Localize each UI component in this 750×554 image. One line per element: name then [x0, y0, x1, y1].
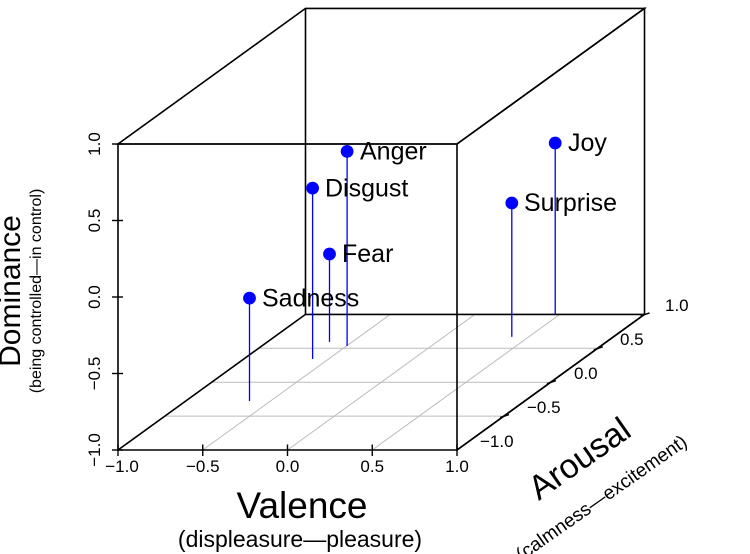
svg-text:Disgust: Disgust — [325, 175, 408, 203]
svg-text:−0.5: −0.5 — [527, 398, 561, 417]
svg-text:1.0: 1.0 — [665, 296, 689, 315]
svg-text:−1.0: −1.0 — [480, 432, 514, 451]
svg-text:Anger: Anger — [360, 138, 427, 166]
svg-text:−1.0: −1.0 — [105, 457, 139, 476]
svg-text:1.0: 1.0 — [445, 457, 469, 476]
svg-text:0.5: 0.5 — [85, 209, 104, 233]
svg-text:1.0: 1.0 — [85, 132, 104, 156]
svg-text:Fear: Fear — [342, 240, 393, 268]
svg-text:Joy: Joy — [568, 129, 607, 157]
svg-text:0.5: 0.5 — [620, 330, 644, 349]
svg-text:0.0: 0.0 — [276, 457, 300, 476]
svg-text:(displeasure—pleasure): (displeasure—pleasure) — [178, 526, 422, 552]
svg-text:−0.5: −0.5 — [186, 457, 220, 476]
svg-text:−1.0: −1.0 — [85, 433, 104, 467]
svg-text:Valence: Valence — [237, 485, 368, 526]
svg-text:Surprise: Surprise — [524, 189, 617, 217]
svg-text:0.5: 0.5 — [360, 457, 384, 476]
svg-text:0.0: 0.0 — [574, 364, 598, 383]
svg-text:(being controlled—in control): (being controlled—in control) — [28, 189, 45, 394]
svg-text:−0.5: −0.5 — [85, 357, 104, 391]
svg-text:Sadness: Sadness — [262, 285, 359, 313]
svg-text:0.0: 0.0 — [85, 285, 104, 309]
svg-text:Dominance: Dominance — [0, 215, 27, 367]
